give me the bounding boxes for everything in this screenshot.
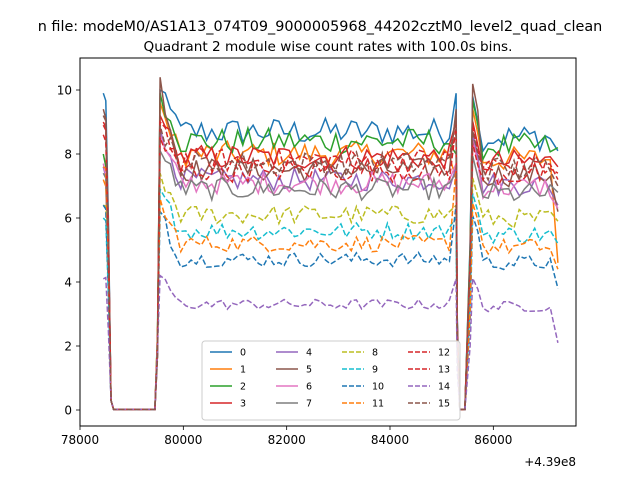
x-tick-label: 86000 bbox=[474, 433, 512, 447]
y-tick-label: 4 bbox=[64, 276, 72, 290]
legend-label: 9 bbox=[372, 365, 378, 376]
legend-label: 2 bbox=[240, 382, 246, 393]
legend-box bbox=[201, 340, 461, 421]
legend-label: 1 bbox=[240, 365, 246, 376]
chart-suptitle: n file: modeM0/AS1A13_074T09_9000005968_… bbox=[38, 19, 603, 35]
y-tick-label: 6 bbox=[64, 212, 72, 226]
legend-label: 3 bbox=[240, 399, 246, 410]
x-tick-label: 80000 bbox=[164, 433, 202, 447]
legend-label: 7 bbox=[306, 399, 312, 410]
x-tick-label: 82000 bbox=[268, 433, 306, 447]
series-layer bbox=[102, 77, 559, 411]
y-tick-label: 10 bbox=[57, 84, 72, 98]
plot-frame bbox=[79, 57, 577, 427]
series-line-15 bbox=[102, 115, 559, 411]
legend-label: 4 bbox=[306, 348, 312, 359]
y-tick-label: 8 bbox=[64, 148, 72, 162]
legend-label: 15 bbox=[438, 399, 450, 410]
y-tick-label: 2 bbox=[64, 340, 72, 354]
legend-label: 13 bbox=[438, 365, 450, 376]
chart-title: Quadrant 2 module wise count rates with … bbox=[144, 39, 513, 55]
x-tick-label: 78000 bbox=[61, 433, 99, 447]
legend-label: 0 bbox=[240, 348, 246, 359]
legend-label: 5 bbox=[306, 365, 312, 376]
legend-label: 8 bbox=[372, 348, 378, 359]
legend-label: 12 bbox=[438, 348, 450, 359]
legend-label: 10 bbox=[372, 382, 384, 393]
legend-label: 14 bbox=[438, 382, 450, 393]
y-axis: 0 2 4 6 8 10 bbox=[57, 84, 80, 418]
legend-label: 11 bbox=[372, 399, 384, 410]
x-tick-label: 84000 bbox=[371, 433, 409, 447]
legend-label: 6 bbox=[306, 382, 312, 393]
y-tick-label: 0 bbox=[64, 404, 72, 418]
x-offset-label: +4.39e8 bbox=[524, 455, 576, 469]
x-axis: 78000 80000 82000 84000 86000 bbox=[61, 426, 512, 447]
